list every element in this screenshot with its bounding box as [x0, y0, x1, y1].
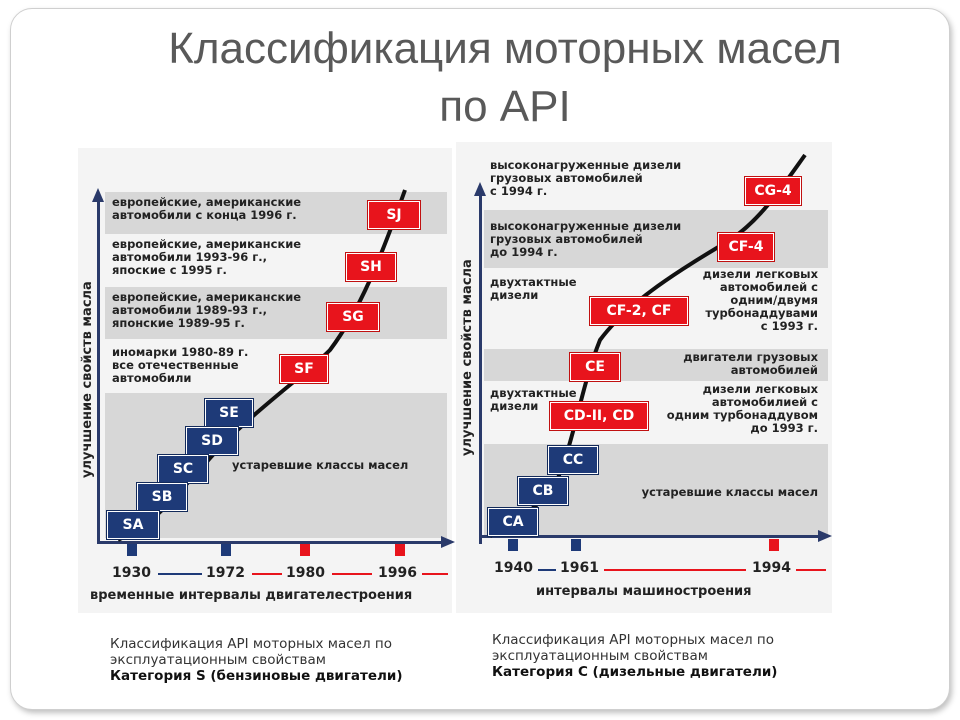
year-1961: 1961: [560, 560, 599, 576]
left-label-sg: европейские, американские автомобили 198…: [112, 290, 302, 330]
right-label-obsolete: устаревшие классы масел: [641, 485, 818, 499]
right-label-cd-passenger: дизели легковых автомобилией с одним тур…: [666, 382, 818, 435]
right-y-axis: [479, 190, 482, 544]
right-label-cd: двухтактные дизели: [490, 386, 577, 413]
class-badge-sa: SA: [107, 511, 159, 539]
year-dash: [158, 573, 202, 575]
right-label-cf4: высоконагруженные дизели грузовых автомо…: [490, 219, 682, 259]
year-dash: [538, 569, 556, 571]
tick-1972: [221, 544, 231, 556]
right-band-ce: [484, 349, 828, 381]
left-band-sg: [105, 287, 447, 339]
year-1972: 1972: [206, 565, 245, 581]
left-label-sf: иномарки 1980-89 г. все отечественные ав…: [112, 345, 249, 385]
left-label-obsolete: устаревшие классы масел: [232, 458, 409, 472]
right-x-axis: [479, 535, 825, 538]
right-y-axis-label: улучшение свойств масла: [460, 259, 475, 456]
class-badge-ce: CE: [570, 353, 620, 381]
class-badge-cc: CC: [548, 446, 598, 474]
class-badge-se: SE: [205, 399, 253, 427]
tick-1930: [127, 544, 137, 556]
right-x-axis-label: интервалы машиностроения: [536, 584, 752, 599]
class-badge-sg: SG: [327, 303, 379, 331]
left-caption-line-1: Классификация API моторных масел по: [110, 636, 392, 652]
right-label-ce: двигатели грузовых автомобилей: [683, 350, 818, 377]
year-1930: 1930: [112, 565, 151, 581]
tick-1994: [769, 539, 779, 551]
right-label-cf: двухтактные дизели: [490, 275, 577, 302]
year-dash: [422, 573, 448, 575]
right-caption-line-2: эксплуатационным свойствам: [492, 648, 708, 664]
class-badge-cb: CB: [518, 477, 568, 505]
class-badge-sb: SB: [137, 483, 187, 511]
class-badge-cd2-cd: CD-II, CD: [550, 402, 648, 430]
left-label-sh: европейские, американские автомобили 199…: [112, 237, 302, 277]
right-caption-line-1: Классификация API моторных масел по: [492, 632, 774, 648]
right-label-cg4: высоконагруженные дизели грузовых автомо…: [490, 158, 682, 198]
slide-title: Классификация моторных масел по API: [0, 20, 960, 136]
title-line-1: Классификация моторных масел: [168, 24, 842, 73]
left-caption-line-3: Категория S (бензиновые двигатели): [110, 668, 403, 684]
left-caption: Классификация API моторных масел по эксп…: [110, 636, 403, 684]
year-1994: 1994: [752, 560, 791, 576]
left-x-axis-label: временные интервалы двигателестроения: [90, 588, 413, 603]
class-badge-sc: SC: [158, 455, 208, 483]
left-x-axis: [97, 541, 449, 544]
right-caption: Классификация API моторных масел по эксп…: [492, 632, 777, 680]
year-dash: [332, 573, 372, 575]
tick-1940: [508, 539, 518, 551]
year-1940: 1940: [494, 560, 533, 576]
class-badge-cf2-cf: CF-2, CF: [590, 297, 688, 325]
class-badge-ca: CA: [488, 508, 538, 536]
class-badge-sj: SJ: [368, 201, 420, 229]
class-badge-cf4: CF-4: [718, 233, 774, 261]
right-label-cf-passenger: дизели легковых автомобилей с одним/двум…: [702, 267, 818, 333]
class-badge-sh: SH: [346, 253, 396, 281]
year-dash: [252, 573, 282, 575]
class-badge-sd: SD: [186, 427, 238, 455]
class-badge-cg4: CG-4: [745, 177, 801, 205]
left-caption-line-2: эксплуатационным свойствам: [110, 652, 326, 668]
left-y-axis: [97, 196, 100, 544]
tick-1996: [395, 544, 405, 556]
tick-1980: [300, 544, 310, 556]
title-line-2: по API: [439, 82, 571, 131]
tick-1961: [571, 539, 581, 551]
class-badge-sf: SF: [280, 355, 328, 383]
year-1980: 1980: [286, 565, 325, 581]
year-dash: [604, 569, 746, 571]
year-dash: [796, 569, 826, 571]
right-caption-line-3: Категория С (дизельные двигатели): [492, 664, 778, 680]
left-label-sj: европейские, американские автомобили с к…: [112, 195, 302, 222]
year-1996: 1996: [378, 565, 417, 581]
